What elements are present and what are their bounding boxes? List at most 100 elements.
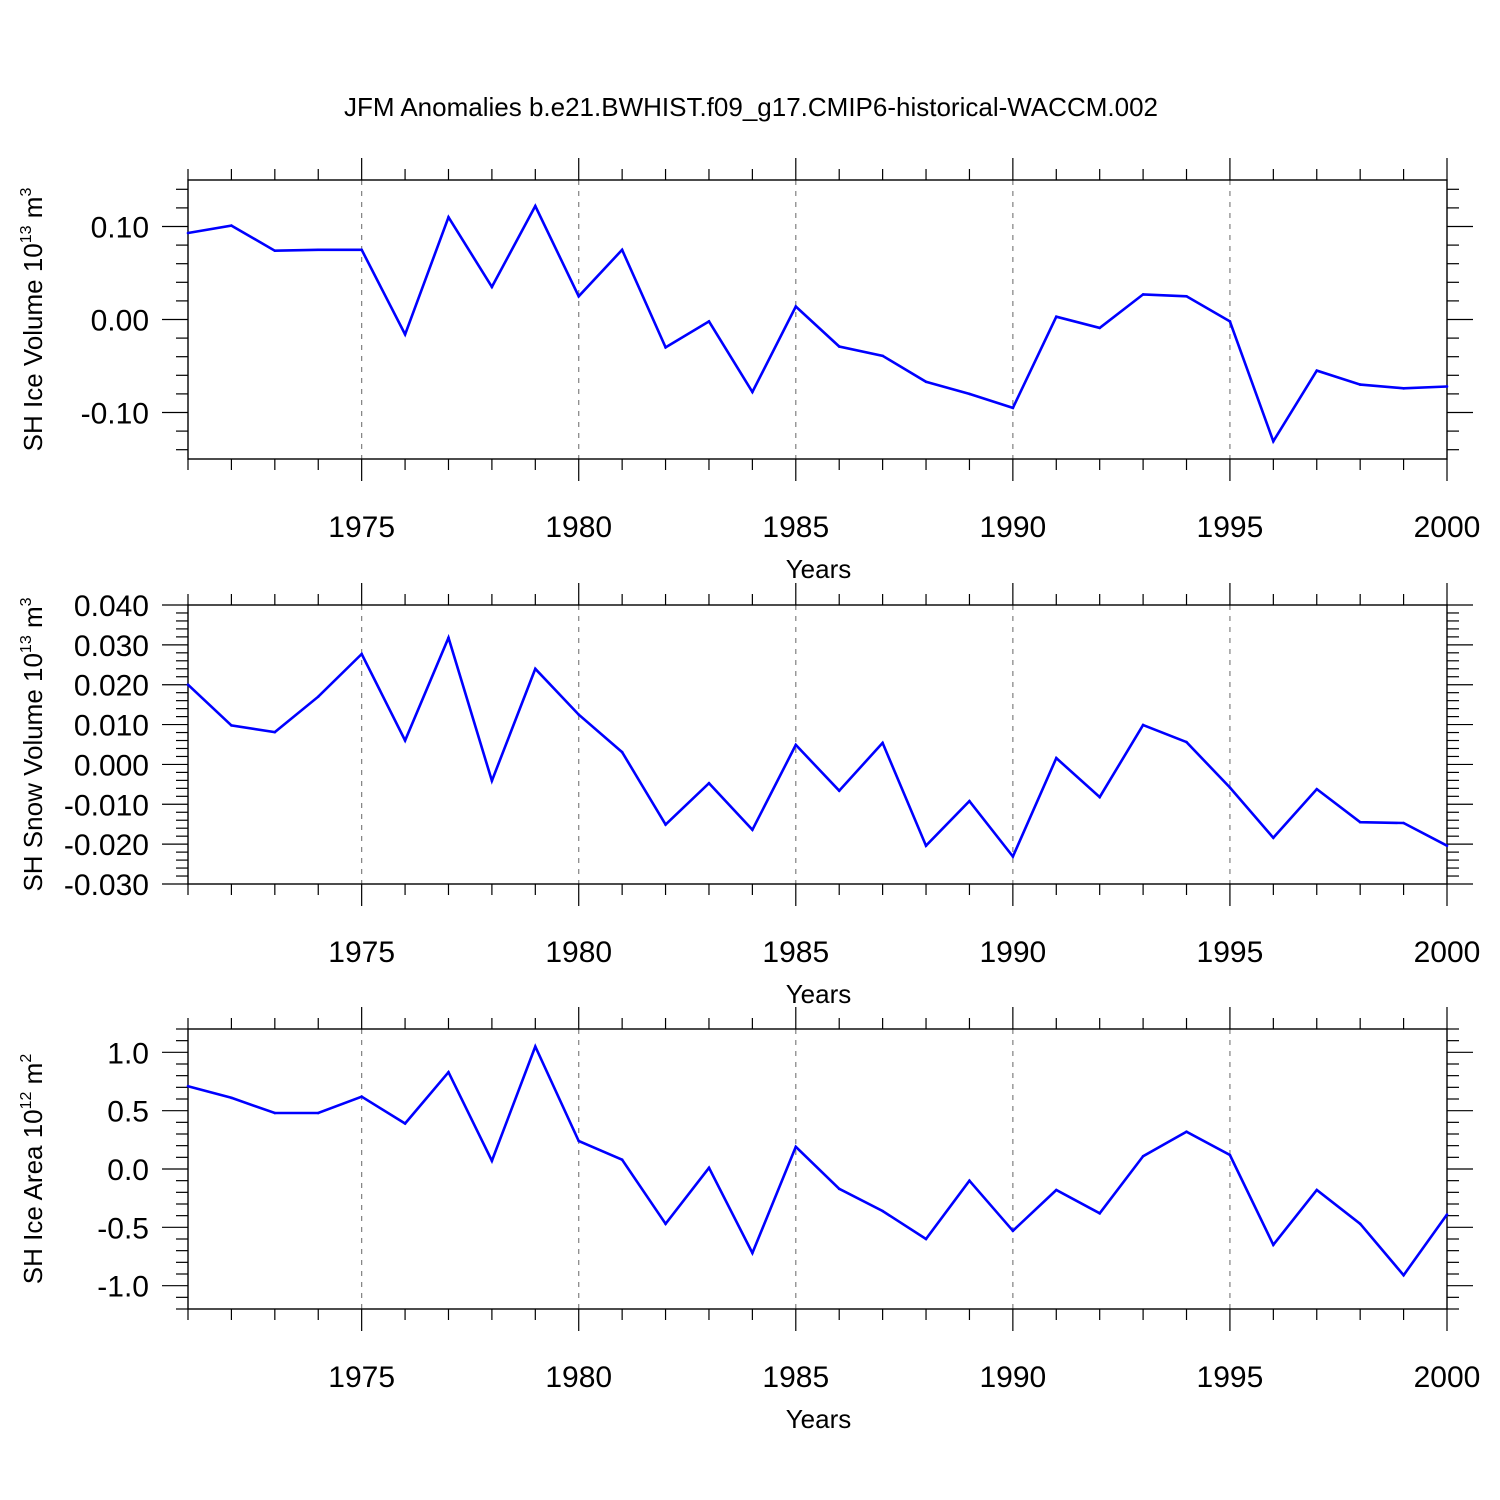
x-tick-label: 1975 — [328, 936, 395, 969]
x-tick-label: 1975 — [328, 1361, 395, 1394]
data-point — [1402, 821, 1405, 825]
y-axis-title-part: m — [18, 197, 48, 226]
data-point — [403, 333, 407, 336]
chart-title: JFM Anomalies b.e21.BWHIST.f09_g17.CMIP6… — [344, 92, 1158, 122]
data-point — [620, 248, 624, 252]
x-tick-label: 1990 — [979, 1361, 1046, 1394]
data-point — [490, 285, 494, 289]
panel-2: -0.030 -0.020 -0.010 0.000 0.010 0.020 0.030 0.… — [18, 583, 1480, 1009]
data-point — [1185, 1130, 1188, 1133]
y-tick-label: 0.030 — [74, 630, 149, 663]
data-point — [1445, 1213, 1449, 1216]
data-point — [837, 345, 841, 348]
x-axis-title: Years — [786, 979, 852, 1009]
data-point — [534, 1045, 537, 1048]
y-tick-label: 0.040 — [74, 590, 149, 623]
data-point — [751, 1251, 754, 1255]
data-point — [1402, 387, 1405, 390]
y-axis-title: SH Snow Volume 1013 m3 — [18, 597, 48, 891]
x-tick-label: 1995 — [1197, 511, 1264, 544]
x-axis-title: Years — [786, 1404, 852, 1434]
x-tick-label: 1985 — [762, 936, 829, 969]
panel-1: -0.10 0.00 0.10 1975 1980 1985 1990 1995 2000 Yea… — [18, 158, 1480, 584]
data-point — [1054, 756, 1058, 760]
y-tick-label: -0.020 — [64, 829, 149, 862]
x-tick-label: 1980 — [545, 1361, 612, 1394]
y-tick-label: -0.030 — [64, 869, 149, 902]
data-point — [1011, 1229, 1015, 1233]
data-point — [794, 743, 798, 747]
data-point — [620, 750, 624, 754]
x-tick-label: 1980 — [545, 511, 612, 544]
x-tick-label: 2000 — [1414, 1361, 1481, 1394]
y-tick-label: 0.010 — [74, 710, 149, 743]
data-point — [230, 1096, 233, 1100]
data-point — [968, 1179, 971, 1182]
data-point — [1315, 369, 1319, 372]
plot-frame — [187, 604, 1448, 885]
data-point — [968, 392, 971, 396]
data-point — [1228, 786, 1232, 789]
y-axis-title-part: SH Ice Volume 10 — [18, 243, 48, 451]
data-point — [230, 724, 233, 727]
data-point — [924, 1237, 928, 1241]
data-point — [968, 799, 971, 803]
data-point — [1402, 1273, 1405, 1277]
y-axis-title-superscript: 3 — [18, 188, 35, 197]
data-point — [1185, 740, 1188, 744]
data-point — [881, 1209, 884, 1213]
x-tick-label: 1975 — [328, 511, 395, 544]
data-point — [1185, 294, 1188, 298]
data-point — [751, 828, 754, 832]
y-axis-title-superscript: 2 — [18, 1054, 35, 1063]
x-tick-label: 2000 — [1414, 511, 1481, 544]
data-point — [1228, 1153, 1232, 1157]
data-point — [1272, 1243, 1275, 1247]
data-point — [360, 652, 363, 656]
y-axis-title-part: SH Snow Volume 10 — [18, 653, 48, 891]
x-tick-label: 1995 — [1197, 936, 1264, 969]
series-line — [187, 1043, 1449, 1278]
y-axis-title-superscript: 13 — [18, 635, 35, 653]
data-point — [316, 695, 320, 698]
y-axis-title-part: m — [18, 606, 48, 635]
data-point — [186, 1084, 190, 1088]
data-point — [1272, 440, 1275, 443]
data-point — [273, 249, 277, 252]
plot-frame — [187, 1028, 1448, 1310]
data-point — [881, 354, 884, 358]
data-point — [1315, 787, 1319, 791]
data-point — [1141, 723, 1145, 727]
y-tick-label: 0.00 — [91, 305, 149, 338]
plot-frame — [187, 179, 1448, 460]
data-point — [1098, 1212, 1101, 1215]
data-point — [186, 683, 190, 687]
data-point — [447, 1070, 450, 1074]
data-point — [1358, 820, 1362, 824]
data-point — [664, 823, 667, 826]
y-tick-label: 0.020 — [74, 670, 149, 703]
data-point — [837, 789, 841, 793]
y-tick-label: 1.0 — [107, 1037, 149, 1070]
y-axis-title-part: SH Ice Area 10 — [18, 1109, 48, 1284]
data-point — [490, 1159, 494, 1163]
y-tick-label: 0.10 — [91, 212, 149, 245]
data-point — [447, 215, 450, 219]
x-tick-label: 1980 — [545, 936, 612, 969]
data-point — [534, 667, 537, 671]
data-point — [1011, 855, 1015, 858]
y-tick-label: 0.5 — [107, 1096, 149, 1129]
data-point — [230, 224, 233, 227]
data-point — [707, 1166, 711, 1170]
data-point — [664, 1222, 667, 1226]
x-axis-title: Years — [786, 554, 852, 584]
data-point — [924, 844, 928, 848]
data-point — [577, 294, 581, 298]
data-point — [881, 741, 884, 745]
series-line — [187, 203, 1448, 445]
data-point — [490, 779, 494, 783]
y-axis-title: SH Ice Area 1012 m2 — [18, 1054, 48, 1285]
data-point — [1358, 1222, 1362, 1226]
y-axis-title-superscript: 3 — [18, 597, 35, 606]
